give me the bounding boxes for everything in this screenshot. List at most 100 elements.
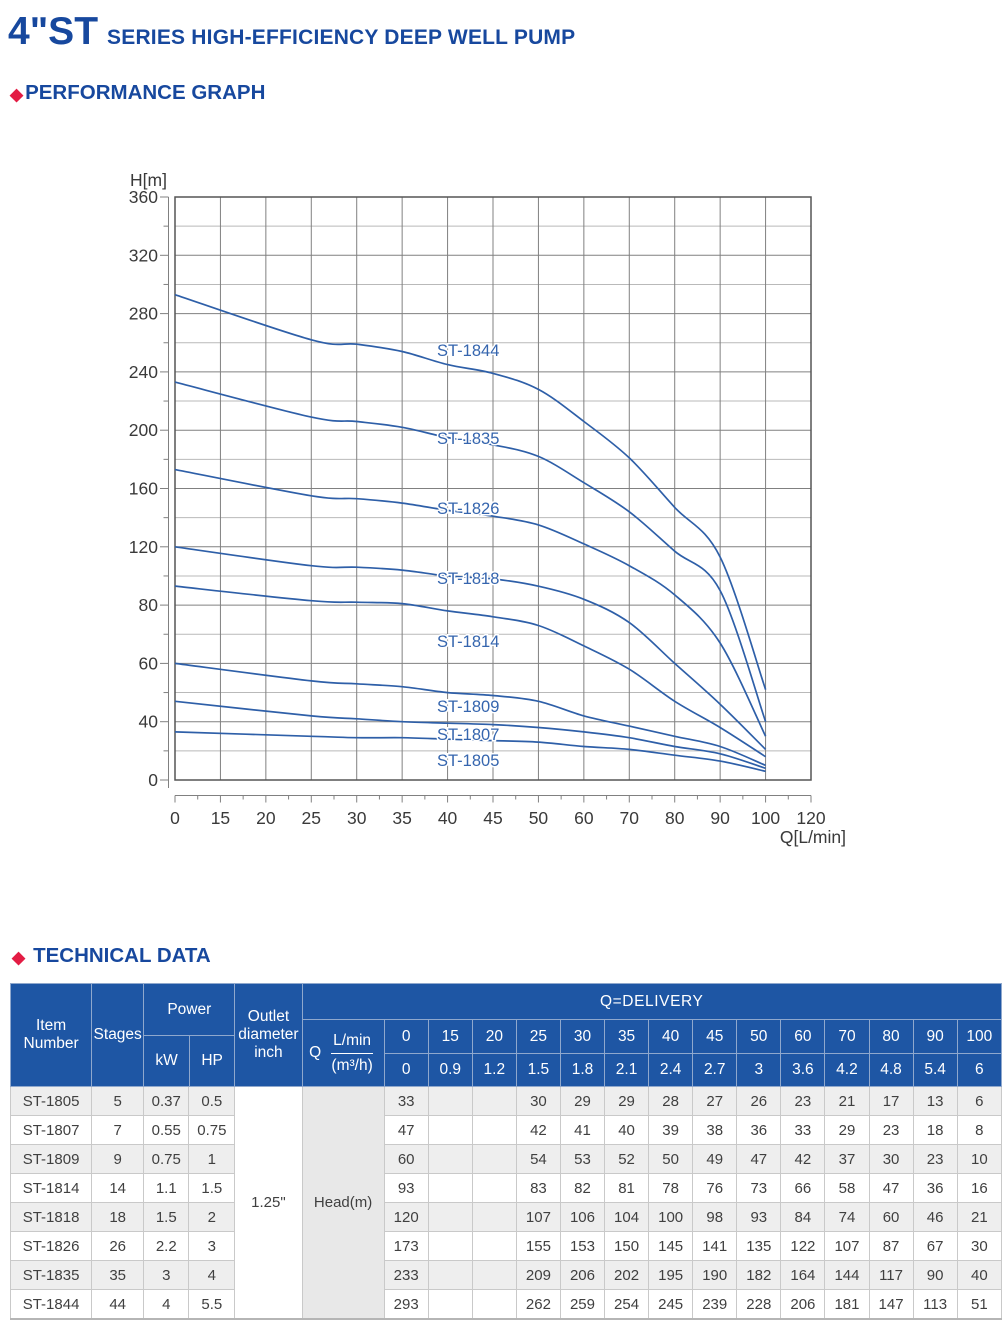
power-kw-cell: 0.75: [143, 1144, 190, 1174]
head-value-cell: 51: [956, 1289, 1003, 1320]
head-value-cell: 81: [604, 1173, 650, 1203]
head-value-cell: 164: [780, 1260, 826, 1290]
delivery-lmin-header: 30: [559, 1019, 606, 1054]
head-value-cell: 23: [868, 1115, 914, 1145]
stages-cell: 5: [91, 1086, 145, 1116]
delivery-m3h-header: 3.6: [780, 1053, 826, 1087]
head-value-cell: 93: [736, 1202, 782, 1232]
head-value-cell: 76: [692, 1173, 738, 1203]
head-value-cell: 13: [912, 1086, 958, 1116]
head-value-cell: 153: [559, 1231, 606, 1261]
head-value-cell: 54: [515, 1144, 561, 1174]
power-hp-cell: 2: [188, 1202, 236, 1232]
power-kw-cell: 2.2: [143, 1231, 190, 1261]
pump-curve-ST-1807: [174, 700, 766, 770]
x-tick-label: 25: [302, 808, 321, 828]
performance-graph-heading: ◆ PERFORMANCE GRAPH: [10, 81, 265, 105]
delivery-lmin-header: 100: [956, 1019, 1003, 1054]
col-header-power: Power: [144, 984, 235, 1036]
delivery-lmin-header: 35: [604, 1019, 650, 1054]
delivery-lmin-header: 15: [427, 1019, 473, 1054]
head-value-cell: 173: [383, 1231, 429, 1261]
head-value-cell: 135: [736, 1231, 782, 1261]
x-tick-label: 90: [710, 808, 730, 828]
curve-label-ST-1809: ST-1809: [437, 698, 499, 716]
page-title: 4"ST SERIES HIGH-EFFICIENCY DEEP WELL PU…: [8, 10, 575, 54]
head-value-cell: 10: [956, 1144, 1003, 1174]
table-row: ST-1809 9 0.75 1 60 54 53 52 50 49 47 42 37 30 23 10: [9, 1144, 1003, 1174]
head-value-cell: 74: [824, 1202, 870, 1232]
pump-spec-table: Item Number Stages Power kW HP Outlet di…: [9, 983, 1003, 1320]
head-value-cell: 117: [868, 1260, 914, 1290]
technical-data-label: TECHNICAL DATA: [33, 944, 211, 967]
performance-graph-label: PERFORMANCE GRAPH: [25, 81, 266, 104]
head-value-cell: 6: [956, 1086, 1003, 1116]
head-value-cell: 26: [736, 1086, 782, 1116]
head-value-cell: 93: [383, 1173, 429, 1203]
col-header-delivery: Q=DELIVERY: [301, 983, 1002, 1020]
y-tick-label: 280: [129, 304, 158, 324]
x-tick-label: 40: [438, 808, 458, 828]
series-subtitle: SERIES HIGH-EFFICIENCY DEEP WELL PUMP: [107, 26, 576, 49]
delivery-m3h-header: 0: [383, 1053, 429, 1087]
col-header-stages: Stages: [91, 983, 145, 1087]
delivery-m3h-header: 4.8: [868, 1053, 914, 1087]
head-value-cell: [427, 1289, 473, 1320]
stages-cell: 44: [91, 1289, 145, 1320]
head-value-cell: [427, 1115, 473, 1145]
head-value-cell: 27: [692, 1086, 738, 1116]
head-value-cell: 73: [736, 1173, 782, 1203]
head-value-cell: 16: [956, 1173, 1003, 1203]
col-header-item-number: Item Number: [9, 983, 93, 1087]
table-row: ST-1835 35 3 4 233 209 206 202 195 190 182 164 144 11…: [9, 1260, 1003, 1290]
delivery-lmin-header: 25: [515, 1019, 561, 1054]
table-row: ST-1805 5 0.37 0.5 1.25" Head(m) 33 30 29 29 28 27 2…: [9, 1086, 1003, 1320]
col-header-kw: kW: [144, 1036, 190, 1086]
curve-label-ST-1814: ST-1814: [437, 633, 499, 651]
head-value-cell: 206: [780, 1289, 826, 1320]
item-number-cell: ST-1835: [9, 1260, 93, 1290]
head-value-cell: 60: [383, 1144, 429, 1174]
pump-curve-ST-1814: [174, 585, 767, 758]
pump-curves: [174, 293, 767, 773]
head-value-cell: 67: [912, 1231, 958, 1261]
head-value-cell: 36: [912, 1173, 958, 1203]
head-value-cell: [471, 1115, 517, 1145]
head-value-cell: 141: [692, 1231, 738, 1261]
power-kw-cell: 1.5: [143, 1202, 190, 1232]
x-tick-label: 35: [392, 808, 411, 828]
head-value-cell: 30: [868, 1144, 914, 1174]
x-tick-label: 80: [665, 808, 685, 828]
stages-cell: 26: [91, 1231, 145, 1261]
delivery-m3h-header: 2.4: [648, 1053, 694, 1087]
head-value-cell: 145: [648, 1231, 694, 1261]
power-hp-cell: 3: [188, 1231, 236, 1261]
delivery-lmin-header: 20: [471, 1019, 517, 1054]
col-header-power-group: Power kW HP: [143, 983, 236, 1087]
head-value-cell: [427, 1231, 473, 1261]
head-value-cell: 155: [515, 1231, 561, 1261]
head-value-cell: 50: [648, 1144, 694, 1174]
pump-curve-ST-1826: [174, 468, 767, 737]
head-value-cell: 239: [692, 1289, 738, 1320]
q-unit-lmin: L/min: [333, 1031, 372, 1049]
head-value-cell: [471, 1144, 517, 1174]
y-tick-label: 40: [139, 712, 159, 732]
head-value-cell: 293: [383, 1289, 429, 1320]
head-value-cell: 36: [736, 1115, 782, 1145]
head-value-cell: 107: [515, 1202, 561, 1232]
stages-cell: 35: [91, 1260, 145, 1290]
delivery-m3h-header: 3: [736, 1053, 782, 1087]
head-value-cell: [471, 1289, 517, 1320]
head-value-cell: 39: [648, 1115, 694, 1145]
head-value-cell: 29: [559, 1086, 606, 1116]
head-value-cell: 40: [604, 1115, 650, 1145]
head-value-cell: 98: [692, 1202, 738, 1232]
curve-label-ST-1818: ST-1818: [437, 570, 499, 588]
head-value-cell: [427, 1173, 473, 1203]
head-value-cell: 42: [780, 1144, 826, 1174]
x-tick-label: 45: [483, 808, 502, 828]
table-row: ST-1807 7 0.55 0.75 47 42 41 40 39 38 36 33 29 23 18 8: [9, 1115, 1003, 1145]
table-row: ST-1818 18 1.5 2 120 107 106 104 100 98 93 84 74 60 46…: [9, 1202, 1003, 1232]
